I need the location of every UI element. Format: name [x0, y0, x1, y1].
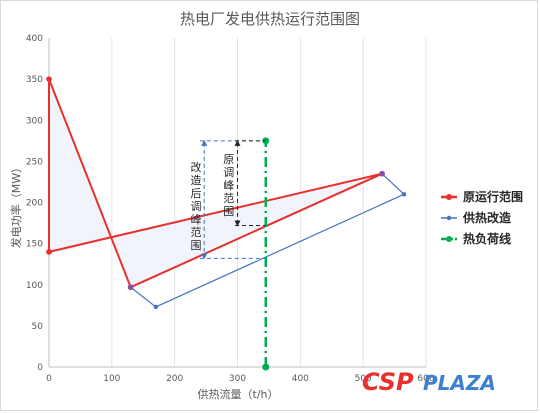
- y-tick-label: 300: [26, 116, 43, 126]
- legend-swatch-marker: [446, 215, 452, 221]
- y-tick-label: 50: [32, 322, 44, 332]
- retrofit-series-point: [153, 304, 159, 310]
- y-tick-label: 250: [26, 157, 43, 167]
- watermark-csp: CSP: [362, 368, 414, 396]
- series: [46, 76, 407, 371]
- original-range-label: 调: [223, 166, 234, 179]
- original-range-label: 围: [223, 205, 234, 218]
- original-series-line: [48, 78, 384, 289]
- x-tick-label: 300: [229, 374, 246, 384]
- x-tick-label: 100: [103, 374, 120, 384]
- original-series-point: [46, 76, 52, 82]
- retrofit-range-label: 范: [191, 225, 202, 239]
- y-tick-label: 350: [26, 75, 43, 85]
- y-tick-label: 150: [26, 240, 43, 250]
- y-axis-title: 发电功率（MW）: [9, 162, 23, 248]
- original-range-label: 峰: [223, 179, 234, 192]
- original-series-point: [46, 249, 52, 255]
- x-tick-label: 500: [355, 374, 372, 384]
- y-tick-label: 100: [26, 281, 43, 291]
- y-tick-label: 200: [26, 199, 43, 209]
- x-axis-title: 供热流量（t/h）: [198, 387, 279, 401]
- original-range-label: 原: [223, 153, 234, 166]
- legend-item-label: 热负荷线: [463, 231, 511, 246]
- legend-item-label: 原运行范围: [463, 189, 523, 204]
- retrofit-range-label: 造: [191, 173, 202, 187]
- shared-point: [127, 284, 134, 291]
- chart-title: 热电厂发电供热运行范围图: [180, 10, 360, 28]
- x-tick-label: 400: [292, 374, 309, 384]
- x-tick-label: 200: [166, 374, 183, 384]
- x-tick-label: 600: [417, 374, 434, 384]
- y-tick-label: 400: [26, 34, 43, 44]
- y-tick-label: 0: [37, 363, 43, 373]
- legend-item-label: 供热改造: [462, 210, 512, 225]
- operating-region: [49, 79, 383, 288]
- original-range-label: 范: [223, 191, 234, 205]
- retrofit-range-label: 峰: [191, 213, 202, 226]
- retrofit-range-label: 改: [191, 160, 202, 174]
- watermark: CSP PLAZA: [362, 368, 496, 396]
- retrofit-series-line: [130, 173, 405, 308]
- x-tick-label: 0: [46, 374, 52, 384]
- retrofit-range-label: 围: [191, 239, 202, 252]
- retrofit-series-point: [401, 192, 407, 197]
- operating-region-fill: [49, 79, 383, 288]
- shared-point: [379, 170, 385, 177]
- heat-load-point: [262, 363, 270, 371]
- retrofit-range-label: 调: [191, 200, 202, 213]
- retrofit-range-label: 后: [191, 187, 202, 200]
- legend-swatch-marker: [446, 194, 452, 200]
- watermark-plaza: PLAZA: [423, 371, 496, 395]
- grid: [111, 38, 427, 367]
- legend-swatch-marker: [446, 236, 452, 242]
